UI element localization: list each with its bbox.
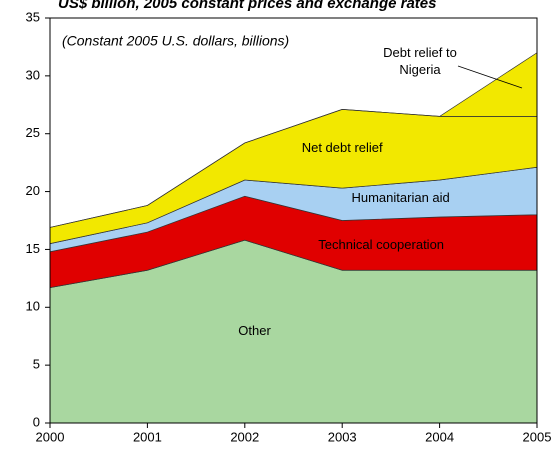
series-label: Net debt relief xyxy=(302,140,383,155)
y-tick-label: 15 xyxy=(26,241,40,256)
y-tick-label: 20 xyxy=(26,183,40,198)
series-label: Humanitarian aid xyxy=(351,190,449,205)
x-tick-label: 2001 xyxy=(133,429,162,444)
x-tick-label: 2002 xyxy=(230,429,259,444)
y-tick-label: 10 xyxy=(26,299,40,314)
y-tick-label: 5 xyxy=(33,357,40,372)
plot-frame xyxy=(49,17,538,424)
series-label: Technical cooperation xyxy=(318,237,444,252)
leader-line xyxy=(457,65,523,89)
y-tick-label: 0 xyxy=(33,414,40,429)
y-tick-label: 25 xyxy=(26,125,40,140)
series-label: Other xyxy=(238,323,271,338)
x-tick-label: 2003 xyxy=(328,429,357,444)
x-tick-label: 2005 xyxy=(523,429,552,444)
series-label: Debt relief to Nigeria xyxy=(383,45,457,77)
x-tick-label: 2004 xyxy=(425,429,454,444)
y-tick-label: 30 xyxy=(26,67,40,82)
x-tick-label: 2000 xyxy=(36,429,65,444)
subtitle: (Constant 2005 U.S. dollars, billions) xyxy=(62,33,289,49)
y-tick-label: 35 xyxy=(26,9,40,24)
chart-title: US$ billion, 2005 constant prices and ex… xyxy=(58,0,436,12)
